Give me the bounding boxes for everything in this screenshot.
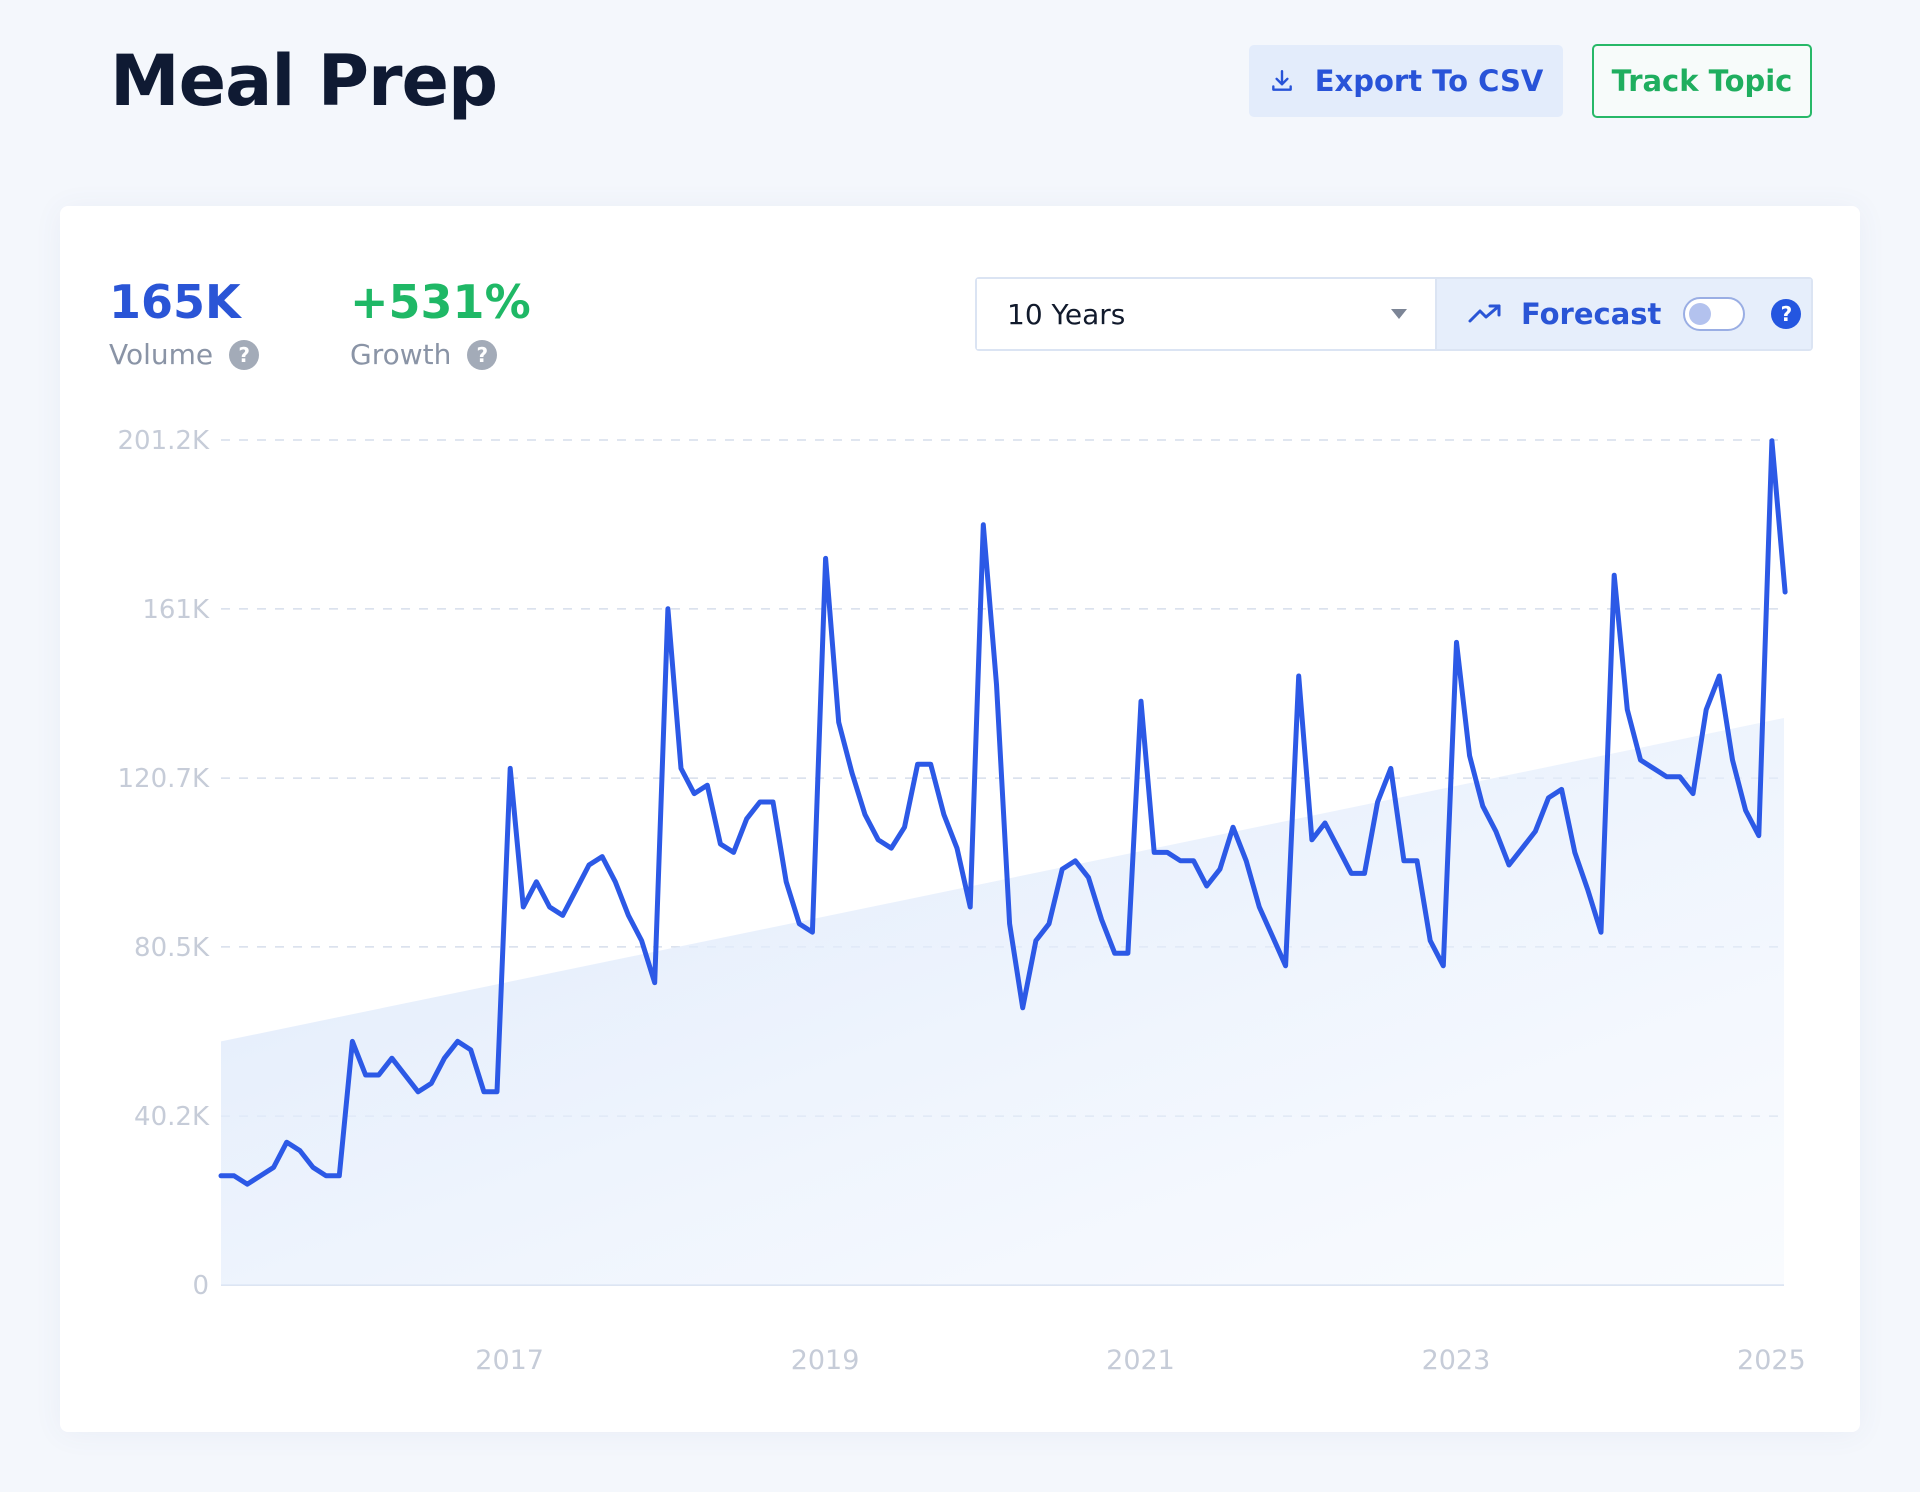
dropdown-caret-icon — [1391, 309, 1407, 319]
y-tick-label: 120.7K — [118, 764, 210, 794]
forecast-toggle-knob — [1689, 303, 1712, 325]
volume-help-icon[interactable]: ? — [229, 339, 260, 370]
trend-area — [221, 718, 1784, 1285]
volume-value: 165K — [109, 275, 241, 329]
growth-value: +531% — [350, 275, 531, 329]
y-tick-label: 161K — [142, 595, 210, 625]
forecast-toggle[interactable] — [1683, 297, 1746, 331]
volume-series-line — [218, 438, 1788, 1187]
track-topic-button[interactable]: Track Topic — [1592, 44, 1812, 118]
export-csv-label: Export To CSV — [1314, 64, 1544, 98]
x-tick-label: 2019 — [791, 1345, 860, 1376]
y-tick-label: 80.5K — [134, 933, 210, 963]
time-range-select[interactable]: 10 Years — [977, 279, 1435, 349]
y-tick-label: 201.2K — [118, 426, 210, 456]
growth-label: Growth — [350, 338, 452, 371]
y-tick-label: 40.2K — [134, 1102, 210, 1132]
growth-help-icon[interactable]: ? — [467, 339, 498, 370]
x-tick-label: 2021 — [1106, 1345, 1175, 1376]
time-range-value: 10 Years — [1007, 297, 1126, 331]
forecast-help-icon[interactable]: ? — [1771, 299, 1802, 329]
forecast-panel: Forecast ? — [1435, 279, 1811, 349]
trending-up-icon — [1467, 302, 1503, 326]
trend-chart: 0 40.2K 80.5K 120.7K 161K 201.2K 2017 2019 2021… — [118, 426, 1806, 1376]
volume-metric: 165K Volume ? — [109, 274, 260, 371]
growth-metric: +531% Growth ? — [350, 274, 531, 371]
forecast-label: Forecast — [1521, 297, 1662, 331]
download-icon — [1269, 68, 1295, 94]
volume-label: Volume — [109, 338, 214, 371]
y-tick-label: 0 — [192, 1271, 209, 1301]
chart-card: 165K Volume ? +531% Growth ? 10 Years Fo… — [60, 206, 1860, 1432]
x-tick-label: 2025 — [1737, 1345, 1806, 1376]
chart-controls: 10 Years Forecast ? — [975, 277, 1813, 351]
x-tick-label: 2023 — [1422, 1345, 1491, 1376]
export-csv-button[interactable]: Export To CSV — [1249, 45, 1563, 117]
x-tick-label: 2017 — [475, 1345, 544, 1376]
page-title: Meal Prep — [110, 40, 498, 122]
